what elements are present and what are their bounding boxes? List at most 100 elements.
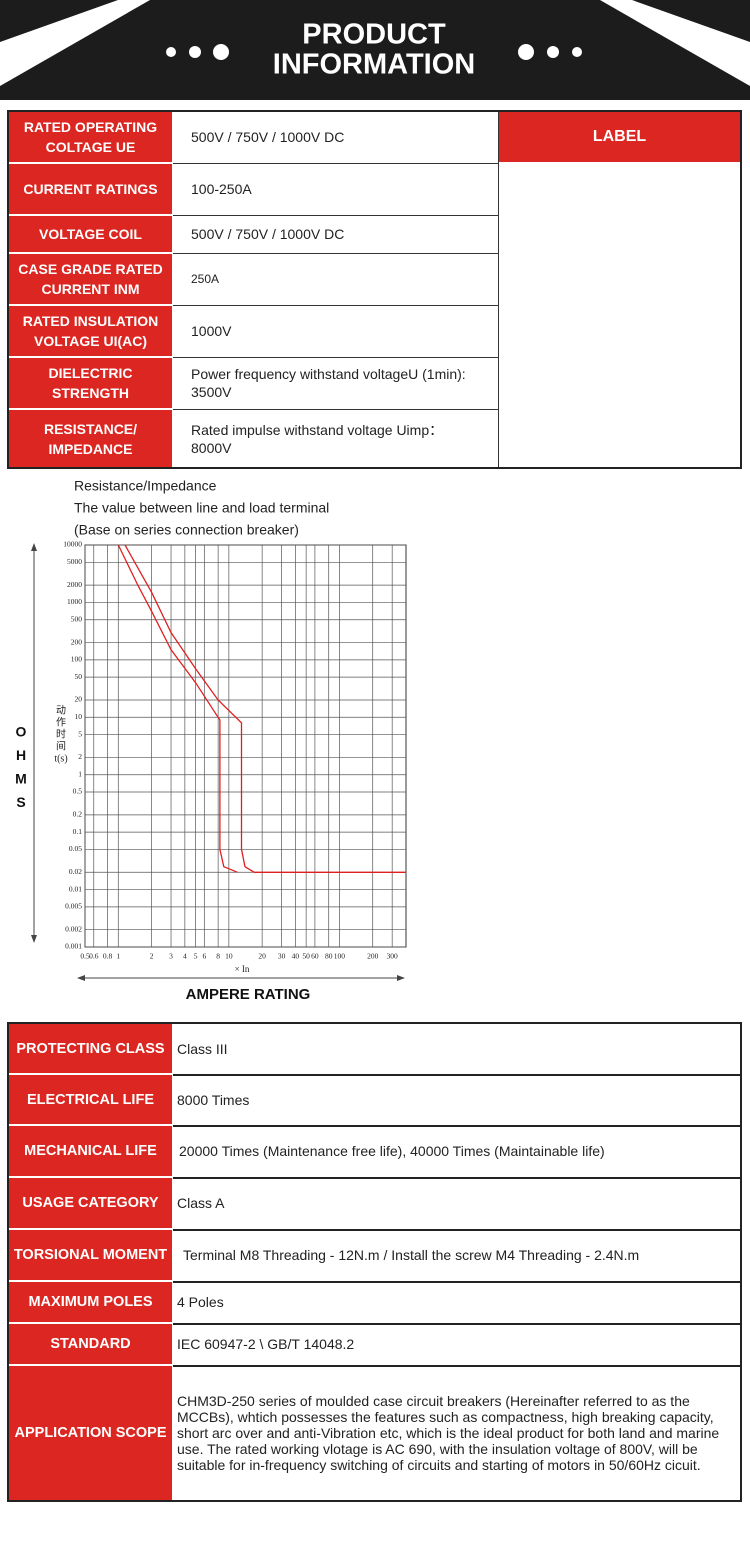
x-tick-label: 6 (202, 952, 206, 961)
x-tick-label: 20 (258, 952, 266, 961)
arrow-head (397, 975, 405, 981)
y-tick-label: 0.1 (73, 827, 83, 836)
dot (213, 44, 229, 60)
row-label: MAXIMUM POLES (8, 1281, 173, 1323)
corner-stripe (0, 0, 150, 86)
y-axis-label: 动 (56, 704, 66, 716)
x-tick-label: 3 (169, 952, 173, 961)
row-divider (173, 409, 498, 410)
x-tick-label: 10 (225, 952, 233, 961)
arrow-head (31, 543, 37, 551)
row-label: TORSIONAL MOMENT (8, 1229, 173, 1281)
y-tick-label: 20 (75, 695, 83, 704)
y-tick-label: 1 (78, 769, 82, 778)
side-label: S (16, 794, 25, 810)
chart-note: Resistance/Impedance (74, 478, 217, 494)
x-tick-label: 50 (302, 952, 310, 961)
y-tick-label: 2000 (67, 580, 82, 589)
y-axis-label: 作 (56, 716, 66, 728)
col-divider (498, 111, 499, 468)
row-value: Class A (177, 1195, 225, 1211)
row-value: 500V / 750V / 1000V DC (191, 129, 345, 145)
row-label: CURRENT RATINGS (8, 163, 173, 215)
row-value: Power frequency withstand voltageU (1min… (191, 366, 466, 400)
label-header: LABEL (498, 111, 741, 163)
y-tick-label: 0.2 (73, 810, 83, 819)
title: INFORMATION (273, 49, 475, 81)
row-label: USAGE CATEGORY (8, 1177, 173, 1229)
row-divider (173, 305, 498, 306)
row-divider (173, 1074, 741, 1076)
row-divider (173, 163, 498, 164)
y-tick-label: 500 (71, 614, 83, 623)
y-tick-label: 0.02 (69, 867, 82, 876)
header: PRODUCT INFORMATION (0, 0, 750, 100)
table-frame (7, 1022, 742, 1502)
row-value: IEC 60947-2 \ GB/T 14048.2 (177, 1336, 355, 1352)
y-tick-label: 10000 (63, 540, 82, 549)
row-value: Class III (177, 1040, 228, 1057)
side-label: M (15, 771, 27, 787)
x-tick-label: 2 (150, 952, 154, 961)
y-axis-label: 间 (56, 739, 66, 752)
row-label: DIELECTRIC STRENGTH (8, 357, 173, 409)
row-label: CASE GRADE RATED CURRENT INM (8, 253, 173, 305)
curve (117, 544, 238, 873)
dot (166, 47, 176, 57)
table-frame (7, 110, 742, 469)
x-tick-label: 0.8 (103, 952, 113, 961)
corner-stripe (600, 0, 750, 86)
x-tick-label: 60 (311, 952, 319, 961)
y-axis-label: 时 (56, 728, 66, 740)
row-divider (173, 1323, 741, 1325)
arrow-head (77, 975, 85, 981)
side-label: H (16, 747, 26, 763)
bottom-label: AMPERE RATING (186, 986, 311, 1003)
x-tick-label: 5 (194, 952, 198, 961)
row-label: STANDARD (8, 1323, 173, 1365)
title: PRODUCT (302, 19, 446, 51)
row-label: ELECTRICAL LIFE (8, 1074, 173, 1125)
x-tick-label: 80 (325, 952, 333, 961)
y-tick-label: 10 (75, 712, 83, 721)
x-tick-label: 300 (387, 952, 399, 961)
x-tick-label: 0.5 (80, 952, 90, 961)
row-divider (173, 253, 498, 254)
y-axis-label: t(s) (54, 753, 67, 764)
y-tick-label: 0.001 (65, 942, 82, 951)
row-label: RATED OPERATING COLTAGE UE (8, 111, 173, 163)
curve (124, 544, 406, 873)
x-tick-label: 100 (334, 952, 346, 961)
y-tick-label: 0.05 (69, 844, 82, 853)
x-axis-label: × In (235, 964, 250, 974)
dot (572, 47, 582, 57)
row-divider (173, 1125, 741, 1127)
row-value: 500V / 750V / 1000V DC (191, 226, 345, 242)
dot (189, 46, 201, 58)
row-value: Terminal M8 Threading - 12N.m / Install … (183, 1247, 640, 1263)
row-label: MECHANICAL LIFE (8, 1125, 173, 1177)
row-label: VOLTAGE COIL (8, 215, 173, 253)
y-tick-label: 0.005 (65, 902, 82, 911)
y-tick-label: 50 (75, 672, 83, 681)
chart-note: The value between line and load terminal (74, 500, 329, 516)
row-divider (173, 1365, 741, 1367)
y-tick-label: 5 (78, 729, 82, 738)
row-divider (173, 1281, 741, 1283)
row-value: 1000V (191, 323, 232, 339)
row-label: RATED INSULATION VOLTAGE UI(AC) (8, 305, 173, 357)
row-divider (173, 1177, 741, 1179)
x-tick-label: 1 (116, 952, 120, 961)
row-value: 8000 Times (177, 1091, 250, 1108)
header-bg (0, 0, 750, 100)
x-tick-label: 200 (367, 952, 379, 961)
plot-area (84, 544, 407, 948)
dot (518, 44, 534, 60)
y-tick-label: 5000 (67, 557, 82, 566)
row-value: 4 Poles (177, 1294, 224, 1310)
x-tick-label: 8 (216, 952, 220, 961)
chart-note: (Base on series connection breaker) (74, 522, 299, 538)
row-divider (173, 1229, 741, 1231)
dot (547, 46, 559, 58)
